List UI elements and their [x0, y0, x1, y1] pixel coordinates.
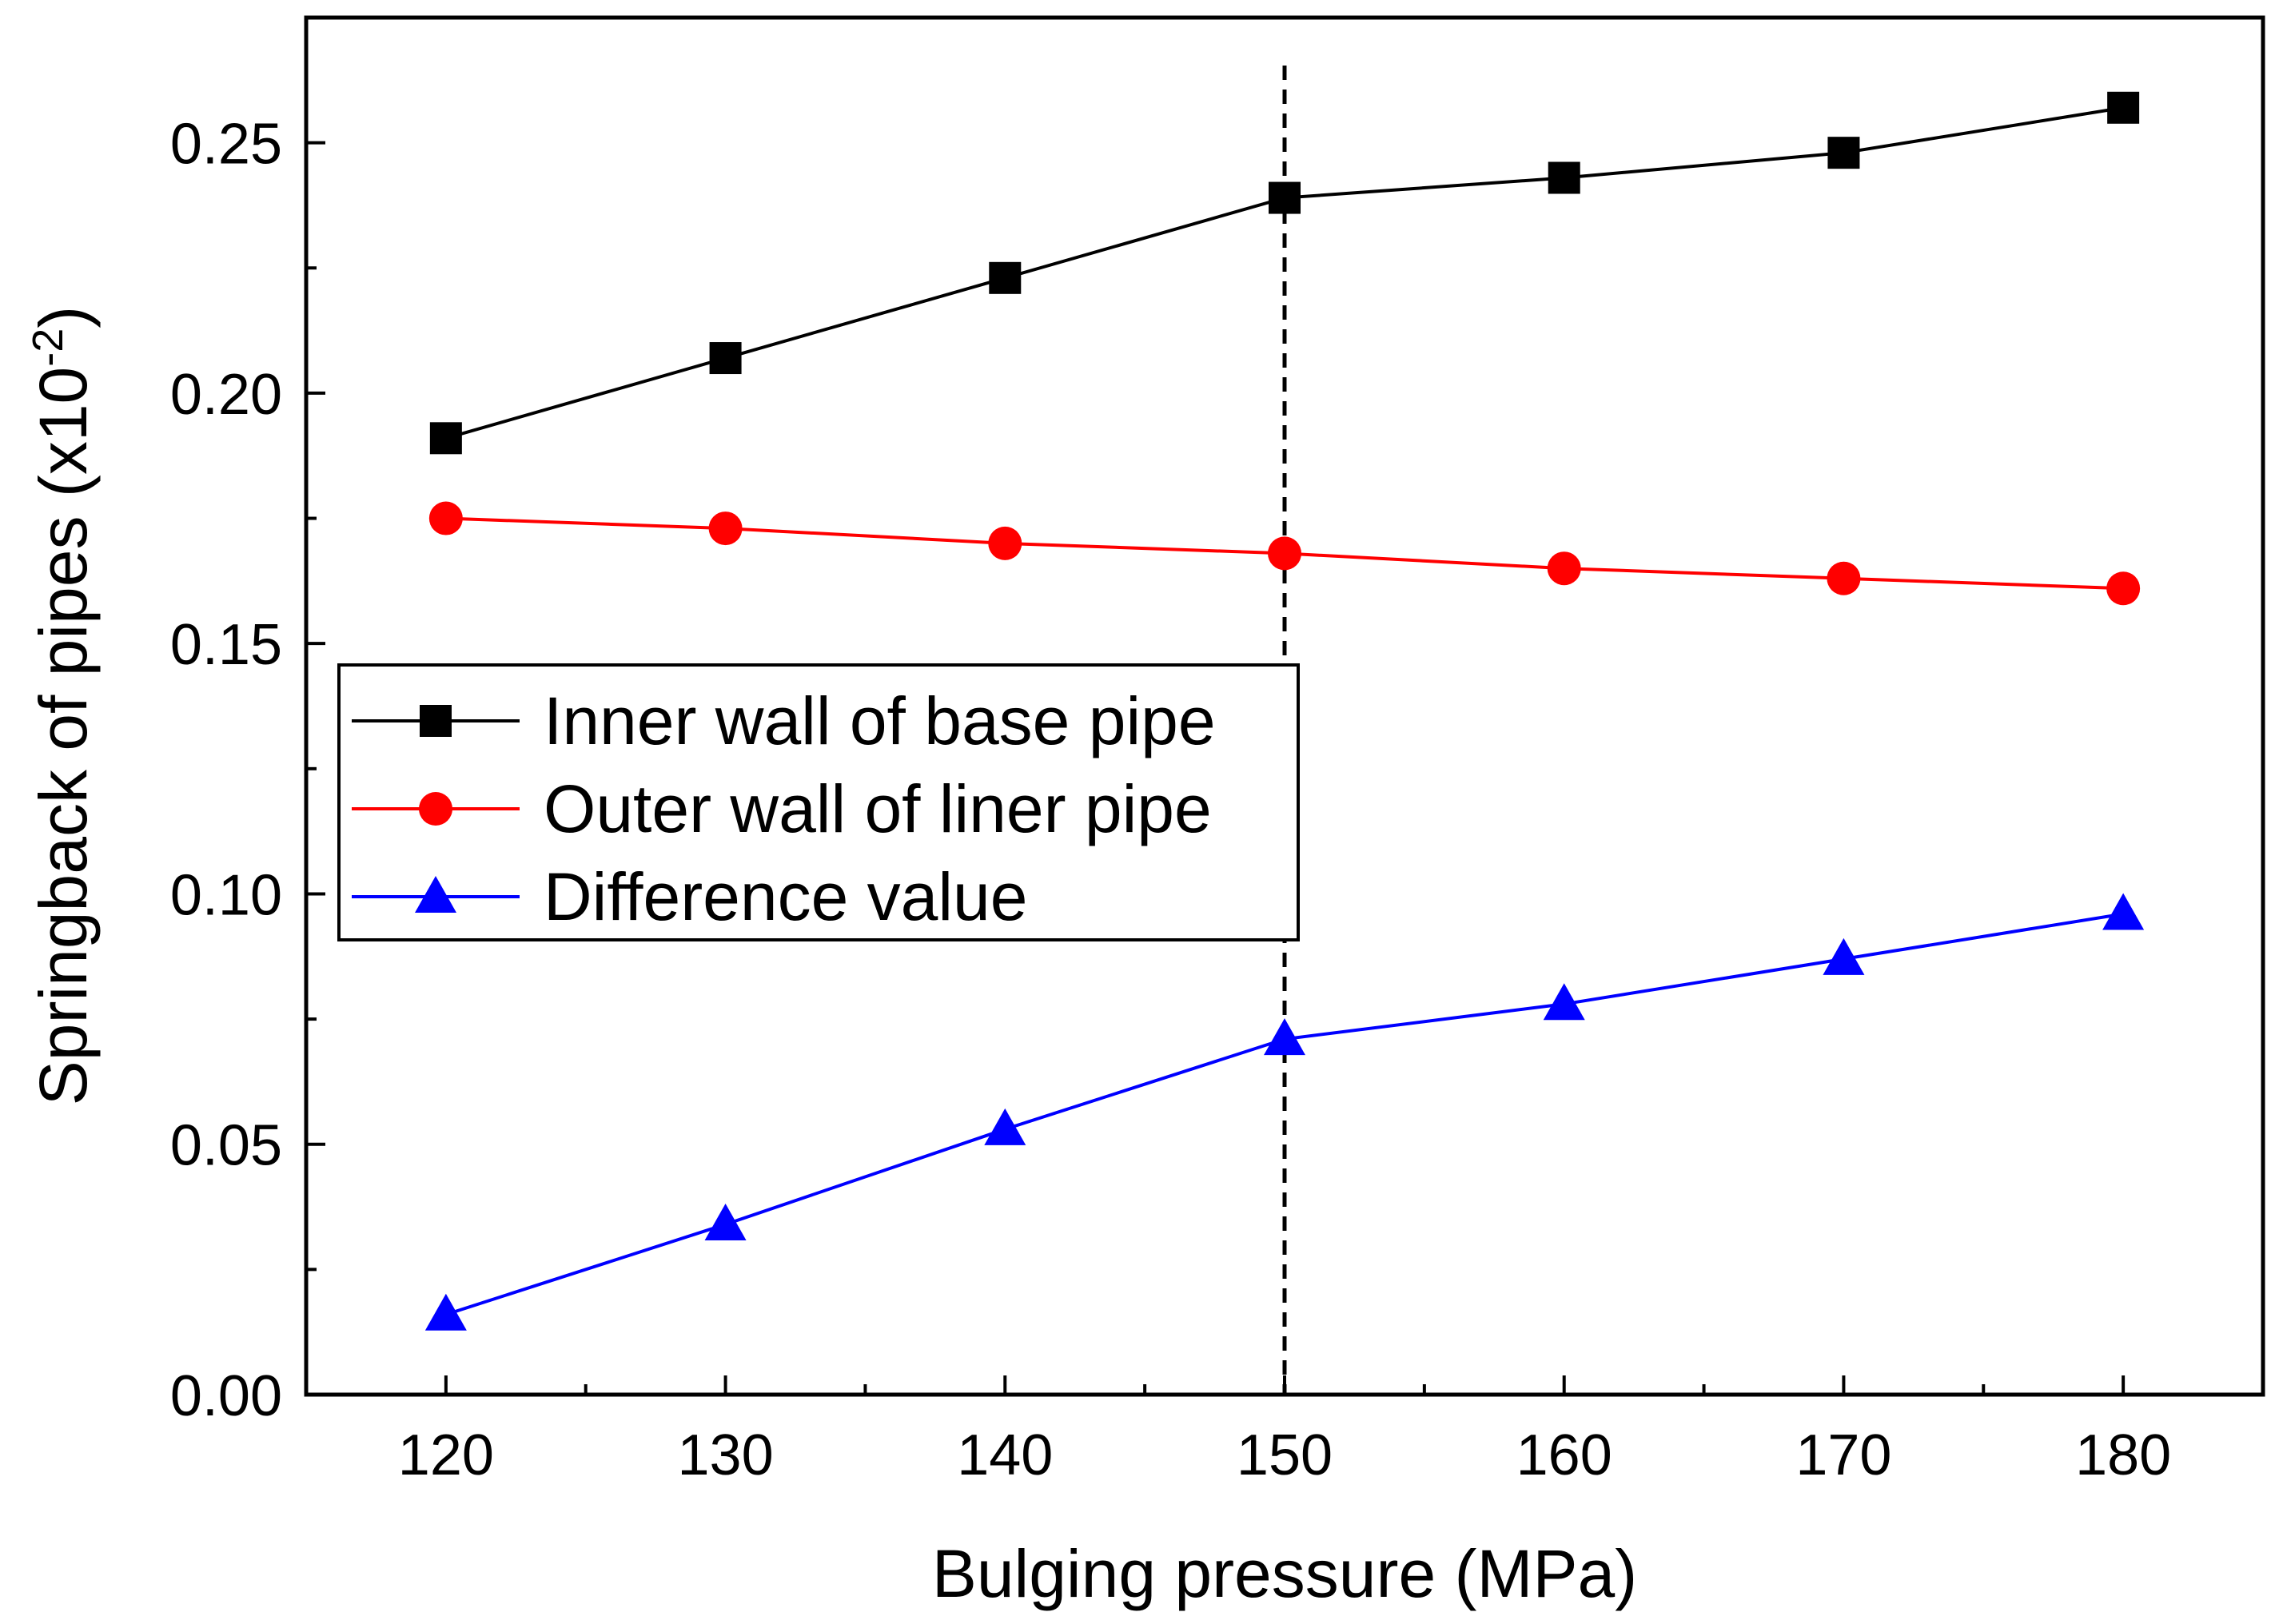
x-tick-label: 150 — [1237, 1423, 1333, 1487]
y-tick-label: 0.05 — [170, 1114, 282, 1178]
series-triangle — [424, 893, 2145, 1331]
data-point-triangle — [1823, 937, 1865, 975]
x-tick-label: 180 — [2075, 1423, 2171, 1487]
data-point-triangle — [704, 1203, 747, 1240]
series-layer — [424, 91, 2145, 1331]
legend-box — [337, 663, 1300, 941]
y-axis-title-superscript: -2 — [24, 328, 72, 367]
x-tick-label: 130 — [678, 1423, 774, 1487]
x-tick-label: 170 — [1795, 1423, 1891, 1487]
data-point-triangle — [1264, 1018, 1305, 1056]
data-point-square — [1827, 137, 1860, 169]
legend-marker-circle — [419, 792, 452, 826]
data-point-square — [2107, 91, 2140, 124]
legend: Inner wall of base pipe Outer wall of lin… — [337, 663, 1300, 941]
y-axis-title-main: Springback of pipes (x10 — [26, 367, 101, 1106]
y-tick-label: 0.15 — [170, 613, 282, 677]
x-tick-label: 120 — [398, 1423, 494, 1487]
y-tick-label: 0.20 — [170, 363, 282, 427]
y-axis-title: Springback of pipes (x10-2) — [24, 306, 101, 1106]
series-square — [429, 91, 2140, 455]
legend-label: Outer wall of liner pipe — [544, 771, 1212, 846]
data-point-circle — [1827, 561, 1861, 595]
data-point-square — [1269, 181, 1301, 214]
axis-ticks — [306, 141, 2126, 1396]
data-point-triangle — [1543, 983, 1585, 1021]
x-tick-label: 160 — [1516, 1423, 1612, 1487]
data-point-square — [429, 422, 462, 455]
y-tick-label: 0.25 — [170, 113, 282, 177]
legend-item: Inner wall of base pipe — [352, 683, 1216, 758]
data-point-circle — [988, 526, 1022, 560]
y-axis-title-suffix: ) — [26, 306, 101, 328]
axis-tick-labels: 120 130 140 150 160 170 180 0.00 0.05 0.10 0.15 0.2… — [170, 113, 2171, 1487]
legend-item: Outer wall of liner pipe — [352, 771, 1212, 846]
data-point-square — [1548, 161, 1580, 194]
data-point-circle — [428, 501, 463, 535]
legend-label: Difference value — [544, 859, 1027, 934]
data-point-square — [709, 342, 742, 375]
data-point-circle — [1268, 536, 1301, 571]
y-tick-label: 0.00 — [170, 1364, 282, 1428]
legend-label: Inner wall of base pipe — [544, 683, 1216, 758]
data-point-triangle — [424, 1293, 467, 1331]
data-point-circle — [2106, 571, 2141, 606]
series-circle — [428, 501, 2141, 606]
data-point-circle — [1547, 551, 1581, 586]
x-axis-title: Bulging pressure (MPa) — [932, 1536, 1637, 1611]
legend-item: Difference value — [352, 859, 1027, 934]
data-point-square — [989, 261, 1022, 294]
x-tick-label: 140 — [957, 1423, 1053, 1487]
data-point-circle — [708, 511, 743, 546]
legend-marker-triangle — [415, 876, 456, 913]
data-point-triangle — [984, 1108, 1026, 1145]
data-point-triangle — [2102, 893, 2145, 930]
legend-marker-square — [420, 705, 452, 737]
y-tick-label: 0.10 — [170, 863, 282, 927]
